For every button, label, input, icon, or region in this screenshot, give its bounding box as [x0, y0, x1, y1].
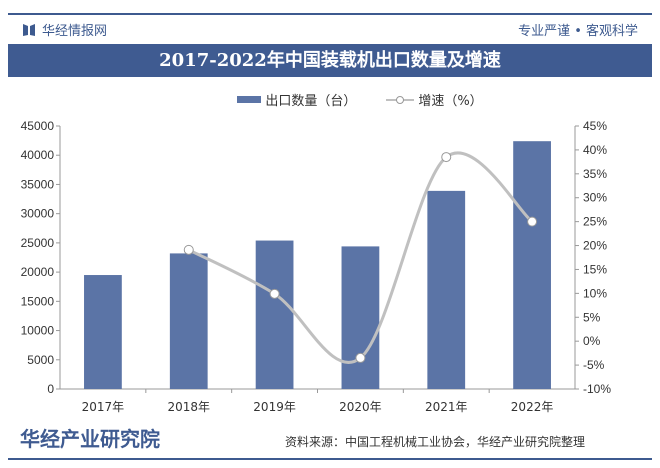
top-rule: [8, 13, 652, 15]
legend-item-bar: 出口数量（台）: [237, 90, 356, 109]
right-tick-label: 40%: [583, 143, 607, 157]
left-tick-label: 35000: [21, 177, 55, 191]
watermark: 华经产业研究院: [20, 427, 160, 451]
left-tick-label: 15000: [21, 294, 55, 308]
x-tick-label: 2022年: [511, 400, 554, 414]
chart-title: 2017-2022年中国装载机出口数量及增速: [8, 44, 652, 77]
bar-2022年: [513, 141, 551, 389]
right-tick-label: 0%: [583, 334, 601, 348]
growth-point: [441, 152, 452, 163]
source-note: 资料来源：中国工程机械工业协会，华经产业研究院整理: [285, 435, 586, 449]
x-tick-label: 2019年: [253, 400, 296, 414]
right-tick-label: 45%: [583, 119, 607, 133]
legend-bar-label: 出口数量（台）: [265, 94, 357, 109]
left-tick-label: 30000: [21, 207, 55, 221]
x-tick-label: 2021年: [425, 400, 468, 414]
bar-2019年: [255, 240, 294, 389]
growth-point: [355, 352, 366, 363]
left-tick-label: 40000: [21, 148, 55, 162]
legend-line-swatch: [386, 95, 415, 104]
growth-point: [527, 216, 538, 227]
bottom-rule: [8, 458, 652, 460]
bar-2018年: [169, 253, 208, 389]
growth-point: [183, 244, 194, 255]
right-tick-label: 15%: [583, 262, 607, 276]
bar-2020年: [341, 246, 380, 389]
left-tick-label: 45000: [21, 119, 55, 133]
legend: 出口数量（台） 增速（%）: [0, 90, 660, 109]
bar-2017年: [84, 275, 122, 389]
legend-line-label: 增速（%）: [418, 94, 483, 109]
x-tick-label: 2018年: [167, 400, 210, 414]
right-tick-label: 5%: [583, 310, 601, 324]
slogan: 专业严谨 • 客观科学: [518, 24, 638, 39]
x-tick-label: 2020年: [339, 400, 382, 414]
right-tick-label: 25%: [583, 215, 607, 229]
left-tick-label: 25000: [21, 236, 55, 250]
left-tick-label: 20000: [21, 265, 55, 279]
right-tick-label: 20%: [583, 239, 607, 253]
brand-logo-icon: [23, 23, 35, 36]
right-tick-label: -5%: [583, 358, 605, 372]
right-tick-label: 35%: [583, 167, 607, 181]
brand-name: 华经情报网: [42, 24, 108, 39]
x-tick-label: 2017年: [82, 400, 125, 414]
growth-point: [269, 288, 280, 299]
right-tick-label: -10%: [583, 382, 611, 396]
right-tick-label: 10%: [583, 286, 607, 300]
left-tick-label: 10000: [21, 324, 55, 338]
right-tick-label: 30%: [583, 191, 607, 205]
growth-line: [188, 151, 534, 364]
left-tick-label: 5000: [27, 353, 54, 367]
legend-item-line: 增速（%）: [386, 90, 483, 109]
left-tick-label: 0: [47, 382, 54, 396]
brand: 华经情报网: [22, 20, 107, 39]
legend-bar-swatch: [237, 96, 262, 103]
bar-2021年: [427, 190, 466, 389]
